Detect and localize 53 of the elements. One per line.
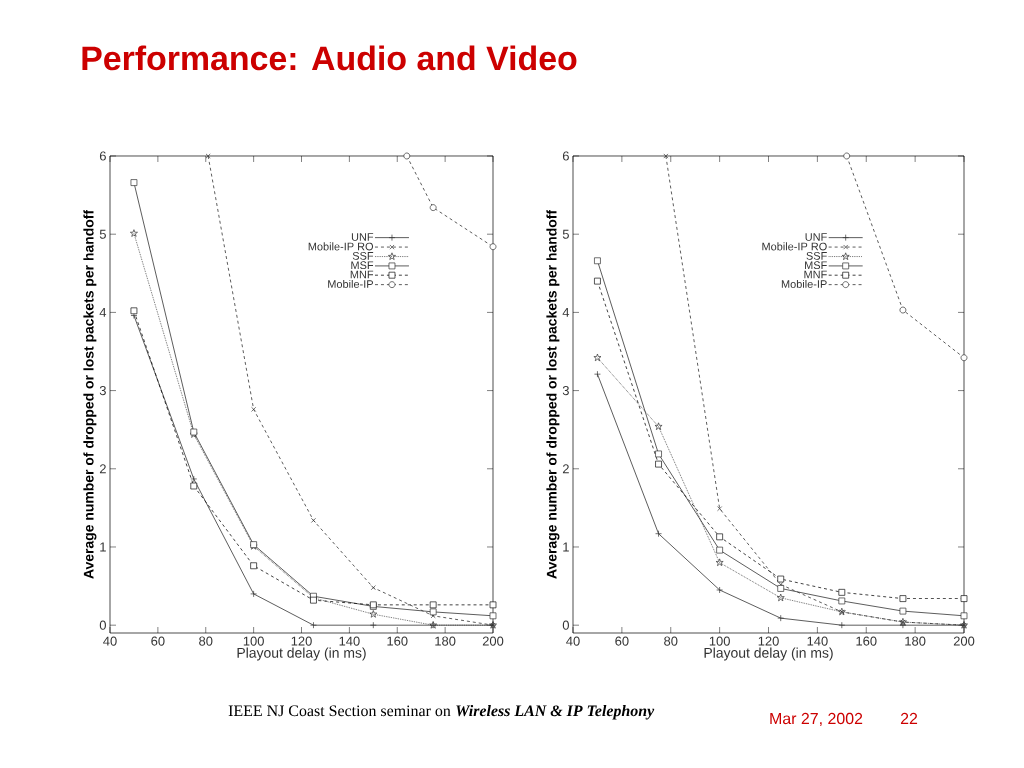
x-tick-label: 200 [953,636,975,646]
legend-label: Mobile-IP [781,279,827,288]
chart-title: Performance: Audio and Video [82,45,577,71]
y-tick-label: 3 [562,386,569,396]
y-tick-label: 4 [99,307,107,317]
x-tick-label: 140 [339,636,360,646]
legend-label: MNF [804,270,827,279]
y-tick-label: 5 [562,229,569,239]
x-tick-label: 140 [807,636,828,646]
x-tick-label: 60 [151,636,165,646]
legend-label: SSF [806,252,827,260]
x-tick-label: 40 [103,636,117,646]
text: Wireless LAN & IP Telephony [456,704,655,720]
y-axis-title: Average number of dropped or lost packets per handoff [546,209,560,579]
text: Mar 27, 2002 [770,712,863,727]
text: 22 [900,712,918,724]
y-tick-label: 5 [99,229,106,239]
y-tick-label: 2 [99,464,106,474]
x-axis-title: Playout delay (in ms) [237,647,366,661]
y-axis-title: Average number of dropped or lost packets per handoff [83,209,97,579]
legend-label: UNF [805,233,827,241]
y-tick-label: 4 [562,307,570,317]
y-tick-label: 1 [100,542,106,552]
x-tick-label: 100 [243,636,264,646]
x-tick-label: 80 [199,636,213,646]
legend-label: Mobile-IP [328,279,373,288]
y-tick-label: 6 [562,151,569,161]
x-tick-label: 160 [856,636,877,646]
x-tick-label: 200 [482,636,504,646]
x-tick-label: 180 [435,636,456,646]
x-tick-label: 40 [566,636,580,646]
y-tick-label: 3 [99,386,106,396]
legend-label: UNF [351,233,374,241]
y-tick-label: 6 [99,151,106,161]
x-tick-label: 60 [615,636,629,646]
x-tick-label: 120 [291,636,312,646]
x-tick-label: 120 [758,636,779,646]
x-axis-title: Playout delay (in ms) [704,647,833,661]
x-tick-label: 80 [664,636,678,646]
legend-label: MSF [351,261,374,270]
legend-label: Mobile-IP RO [308,242,374,251]
x-tick-label: 180 [905,636,926,646]
y-tick-label: 2 [562,464,569,474]
legend-label: MNF [350,270,374,279]
x-tick-label: 160 [387,636,408,646]
y-tick-label: 0 [562,620,569,630]
text: IEEE NJ Coast Section seminar on [228,705,451,717]
y-tick-label: 1 [563,542,569,552]
legend-label: Mobile-IP RO [762,242,827,251]
legend-label: SSF [352,252,374,260]
legend-label: MSF [805,261,827,270]
x-tick-label: 100 [709,636,730,646]
y-tick-label: 0 [99,620,106,630]
